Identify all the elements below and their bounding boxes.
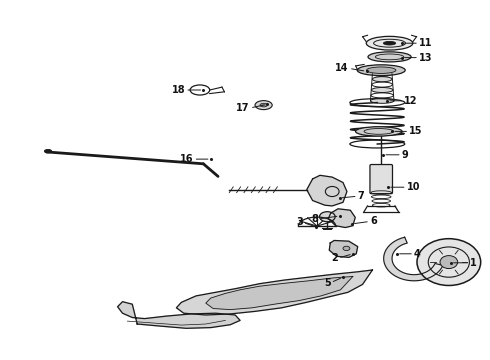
- Polygon shape: [176, 270, 372, 315]
- Polygon shape: [328, 209, 355, 228]
- Polygon shape: [307, 175, 347, 206]
- Ellipse shape: [367, 36, 413, 50]
- Polygon shape: [118, 302, 240, 328]
- Text: 16: 16: [180, 154, 194, 164]
- Text: 9: 9: [402, 150, 409, 160]
- Text: 17: 17: [236, 103, 250, 113]
- Ellipse shape: [260, 103, 268, 107]
- Ellipse shape: [319, 212, 335, 222]
- Ellipse shape: [370, 98, 394, 103]
- Text: 8: 8: [312, 214, 318, 224]
- Ellipse shape: [356, 127, 402, 136]
- Polygon shape: [206, 276, 353, 310]
- Ellipse shape: [45, 149, 52, 153]
- Ellipse shape: [372, 77, 392, 82]
- Text: 15: 15: [409, 126, 423, 136]
- Ellipse shape: [343, 246, 350, 251]
- Ellipse shape: [371, 87, 393, 93]
- Circle shape: [417, 239, 481, 285]
- Ellipse shape: [384, 41, 396, 45]
- Text: 12: 12: [404, 96, 418, 106]
- FancyBboxPatch shape: [370, 165, 392, 194]
- Text: 10: 10: [407, 182, 420, 192]
- Text: 14: 14: [335, 63, 349, 73]
- Polygon shape: [329, 240, 358, 257]
- Text: 6: 6: [370, 216, 377, 226]
- Text: 4: 4: [414, 249, 421, 259]
- Text: 1: 1: [470, 258, 477, 268]
- Text: 13: 13: [419, 53, 433, 63]
- Ellipse shape: [255, 100, 272, 109]
- Text: 7: 7: [358, 191, 365, 201]
- Text: 5: 5: [324, 278, 331, 288]
- Text: 11: 11: [419, 38, 433, 48]
- Text: 3: 3: [296, 217, 303, 228]
- Text: 18: 18: [172, 85, 185, 95]
- Text: 2: 2: [331, 253, 338, 263]
- Ellipse shape: [367, 67, 396, 73]
- Circle shape: [440, 256, 458, 269]
- Ellipse shape: [368, 52, 411, 62]
- Ellipse shape: [357, 65, 405, 76]
- Polygon shape: [384, 237, 443, 281]
